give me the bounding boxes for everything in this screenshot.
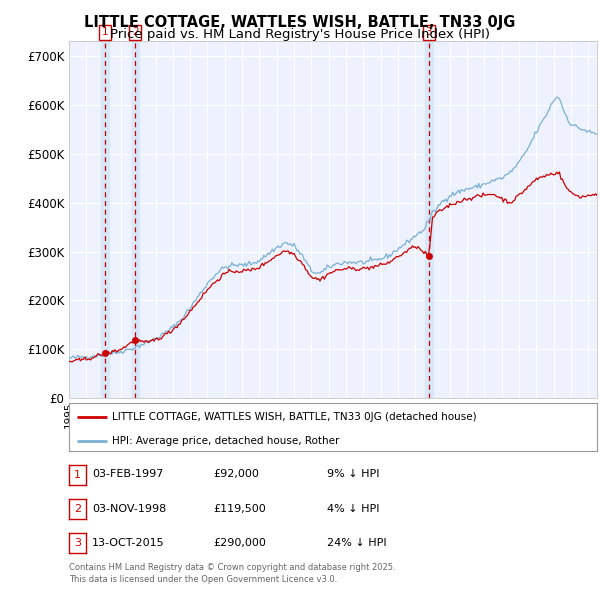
Text: 2: 2 (74, 504, 81, 514)
Text: 3: 3 (425, 27, 432, 37)
Text: 1: 1 (74, 470, 81, 480)
Text: 1: 1 (102, 27, 109, 37)
Text: 24% ↓ HPI: 24% ↓ HPI (327, 538, 386, 548)
Text: £290,000: £290,000 (213, 538, 266, 548)
Bar (101, 41, 109, 398)
Text: £119,500: £119,500 (213, 504, 266, 513)
Text: 03-NOV-1998: 03-NOV-1998 (92, 504, 166, 513)
Text: 3: 3 (74, 539, 81, 548)
Text: 13-OCT-2015: 13-OCT-2015 (92, 538, 164, 548)
Text: LITTLE COTTAGE, WATTLES WISH, BATTLE, TN33 0JG: LITTLE COTTAGE, WATTLES WISH, BATTLE, TN… (85, 15, 515, 30)
Text: 9% ↓ HPI: 9% ↓ HPI (327, 470, 380, 479)
Bar (425, 41, 433, 398)
Text: Contains HM Land Registry data © Crown copyright and database right 2025.
This d: Contains HM Land Registry data © Crown c… (69, 563, 395, 584)
Bar (131, 41, 139, 398)
Text: £92,000: £92,000 (213, 470, 259, 479)
Text: Price paid vs. HM Land Registry's House Price Index (HPI): Price paid vs. HM Land Registry's House … (110, 28, 490, 41)
Text: HPI: Average price, detached house, Rother: HPI: Average price, detached house, Roth… (112, 435, 340, 445)
Text: 03-FEB-1997: 03-FEB-1997 (92, 470, 163, 479)
Text: 4% ↓ HPI: 4% ↓ HPI (327, 504, 380, 513)
Text: 2: 2 (132, 27, 139, 37)
Text: LITTLE COTTAGE, WATTLES WISH, BATTLE, TN33 0JG (detached house): LITTLE COTTAGE, WATTLES WISH, BATTLE, TN… (112, 411, 477, 421)
